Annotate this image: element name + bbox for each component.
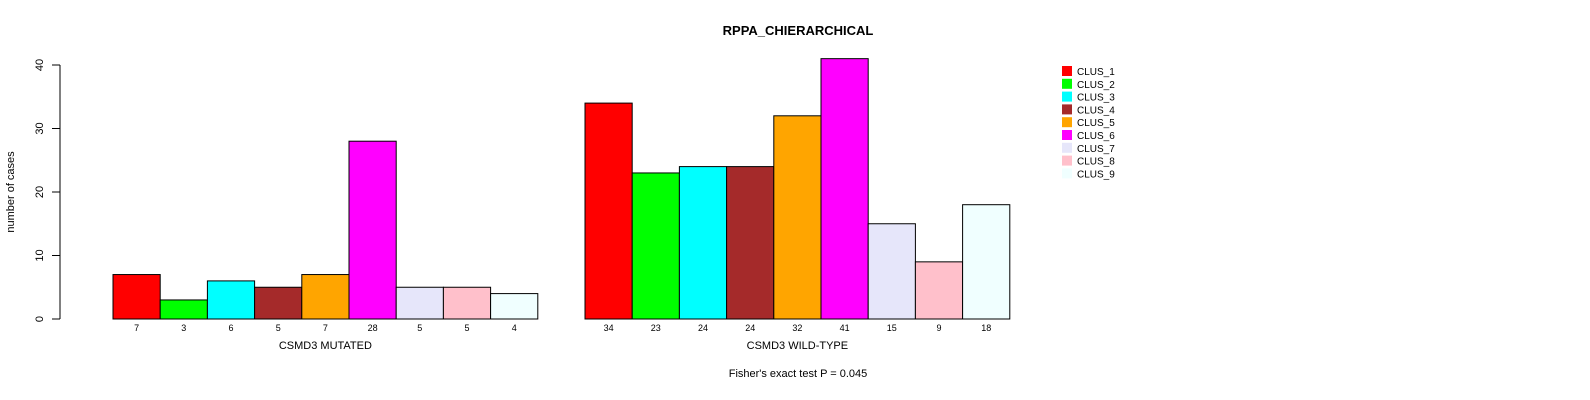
bar-count-label: 6 bbox=[228, 323, 233, 333]
chart-title: RPPA_CHIERARCHICAL bbox=[723, 23, 874, 38]
bar-clus-5 bbox=[773, 115, 822, 320]
legend-swatch bbox=[1062, 168, 1072, 179]
bar-clus-3 bbox=[678, 166, 728, 320]
bar-count-label: 18 bbox=[981, 323, 991, 333]
bar-count-label: 15 bbox=[887, 323, 897, 333]
bar-count-label: 32 bbox=[792, 323, 802, 333]
y-tick-label: 0 bbox=[34, 316, 46, 322]
legend-swatch bbox=[1062, 130, 1072, 140]
bar-clus-6 bbox=[820, 58, 869, 320]
bar-count-label: 28 bbox=[368, 323, 378, 333]
bar-count-label: 5 bbox=[417, 323, 422, 333]
bar-count-label: 5 bbox=[464, 323, 469, 333]
legend-entry: CLUS_7 bbox=[1077, 144, 1115, 155]
legend-entry: CLUS_5 bbox=[1077, 118, 1115, 129]
bar-clus-9 bbox=[962, 204, 1011, 320]
bar-clus-5 bbox=[301, 274, 350, 320]
bar-count-label: 9 bbox=[936, 323, 941, 333]
y-axis: 0 10 20 30 40 number of cases bbox=[5, 59, 61, 322]
bar-count-label: 24 bbox=[698, 323, 708, 333]
bar-count-label: 5 bbox=[276, 323, 281, 333]
bar-clus-7 bbox=[867, 223, 916, 320]
legend-swatch bbox=[1062, 66, 1072, 76]
bar-clus-9 bbox=[490, 293, 539, 320]
y-tick-label: 10 bbox=[34, 249, 46, 261]
legend-swatch bbox=[1062, 91, 1072, 102]
bar-count-label: 24 bbox=[745, 323, 755, 333]
y-tick-label: 40 bbox=[34, 59, 46, 71]
bar-count-label: 7 bbox=[323, 323, 328, 333]
y-ticks: 0 10 20 30 40 bbox=[34, 59, 60, 322]
bar-clus-1 bbox=[112, 274, 161, 320]
bars bbox=[112, 58, 1011, 320]
legend-entry: CLUS_8 bbox=[1077, 157, 1115, 168]
bar-count-label: 7 bbox=[134, 323, 139, 333]
bar-clus-1 bbox=[584, 102, 633, 320]
legend-entry: CLUS_6 bbox=[1077, 131, 1115, 142]
legend-entry: CLUS_1 bbox=[1077, 67, 1115, 78]
fisher-test-footnote: Fisher's exact test P = 0.045 bbox=[729, 368, 868, 380]
group-labels: CSMD3 MUTATED CSMD3 WILD-TYPE bbox=[279, 340, 848, 352]
bar-clus-8 bbox=[442, 286, 492, 320]
legend-swatch bbox=[1062, 155, 1072, 166]
bar-count-label: 23 bbox=[651, 323, 661, 333]
legend-entry: CLUS_9 bbox=[1077, 169, 1115, 180]
legend-entry: CLUS_3 bbox=[1077, 93, 1115, 104]
legend-swatch bbox=[1062, 104, 1072, 115]
legend-swatch bbox=[1062, 78, 1072, 89]
legend-swatch bbox=[1062, 142, 1072, 153]
bar-clus-2 bbox=[631, 172, 680, 320]
bar-count-label: 41 bbox=[840, 323, 850, 333]
y-tick-label: 30 bbox=[34, 122, 46, 134]
bar-clus-3 bbox=[206, 280, 256, 320]
count-labels: 7 3 6 5 7 28 5 5 4 34 23 24 24 32 41 15 9 18 bbox=[134, 323, 991, 333]
bar-clus-4 bbox=[726, 166, 775, 320]
bar-clus-6 bbox=[348, 140, 397, 320]
bar-count-label: 4 bbox=[512, 323, 517, 333]
bar-clus-4 bbox=[254, 286, 303, 320]
bar-count-label: 3 bbox=[181, 323, 186, 333]
y-tick-label: 20 bbox=[34, 186, 46, 198]
group-label: CSMD3 WILD-TYPE bbox=[747, 340, 848, 352]
legend-entry: CLUS_2 bbox=[1077, 80, 1115, 91]
group-label: CSMD3 MUTATED bbox=[279, 340, 372, 352]
legend-entry: CLUS_4 bbox=[1077, 105, 1115, 116]
y-axis-label: number of cases bbox=[5, 151, 17, 233]
legend-swatch bbox=[1062, 117, 1072, 128]
bar-count-label: 34 bbox=[604, 323, 614, 333]
bar-clus-2 bbox=[159, 299, 208, 320]
bar-clus-8 bbox=[914, 261, 964, 320]
bar-clus-7 bbox=[395, 286, 444, 320]
